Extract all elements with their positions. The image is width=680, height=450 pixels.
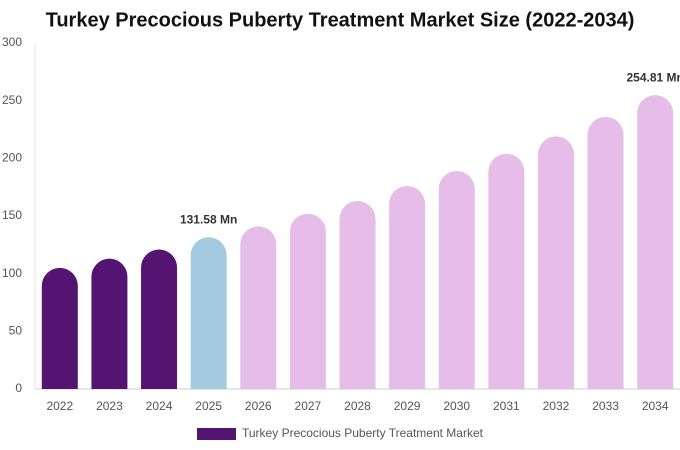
data-label: 254.81 Mn	[627, 70, 680, 84]
y-tick-label: 0	[15, 381, 22, 395]
bar	[587, 116, 624, 389]
x-tick-label: 2026	[245, 399, 272, 413]
x-tick-label: 2033	[592, 399, 619, 413]
y-tick-label: 250	[2, 93, 22, 107]
bar	[637, 95, 674, 389]
y-tick-label: 150	[2, 208, 22, 222]
x-tick-label: 2027	[295, 399, 322, 413]
bar	[289, 213, 326, 389]
x-tick-label: 2034	[642, 399, 669, 413]
bar	[91, 258, 128, 389]
x-tick-label: 2031	[493, 399, 520, 413]
y-tick-label: 200	[2, 151, 22, 165]
x-tick-label: 2028	[344, 399, 371, 413]
legend-label: Turkey Precocious Puberty Treatment Mark…	[242, 426, 484, 440]
x-tick-label: 2022	[46, 399, 73, 413]
data-label: 131.58 Mn	[180, 212, 237, 226]
bar	[190, 237, 227, 389]
x-tick-label: 2024	[146, 399, 173, 413]
bar	[240, 226, 277, 389]
bar	[389, 186, 426, 389]
chart-title: Turkey Precocious Puberty Treatment Mark…	[46, 9, 635, 31]
y-tick-label: 100	[2, 266, 22, 280]
bar	[339, 201, 376, 389]
bar	[537, 136, 574, 389]
bar	[488, 153, 525, 389]
bar	[438, 171, 475, 389]
x-tick-label: 2030	[443, 399, 470, 413]
x-tick-label: 2023	[96, 399, 123, 413]
y-tick-label: 300	[2, 35, 22, 49]
y-tick-label: 50	[9, 324, 23, 338]
legend-swatch	[197, 428, 236, 440]
x-tick-label: 2025	[195, 399, 222, 413]
bar	[41, 267, 78, 389]
x-tick-label: 2029	[394, 399, 421, 413]
bar	[141, 249, 178, 389]
x-tick-label: 2032	[543, 399, 570, 413]
